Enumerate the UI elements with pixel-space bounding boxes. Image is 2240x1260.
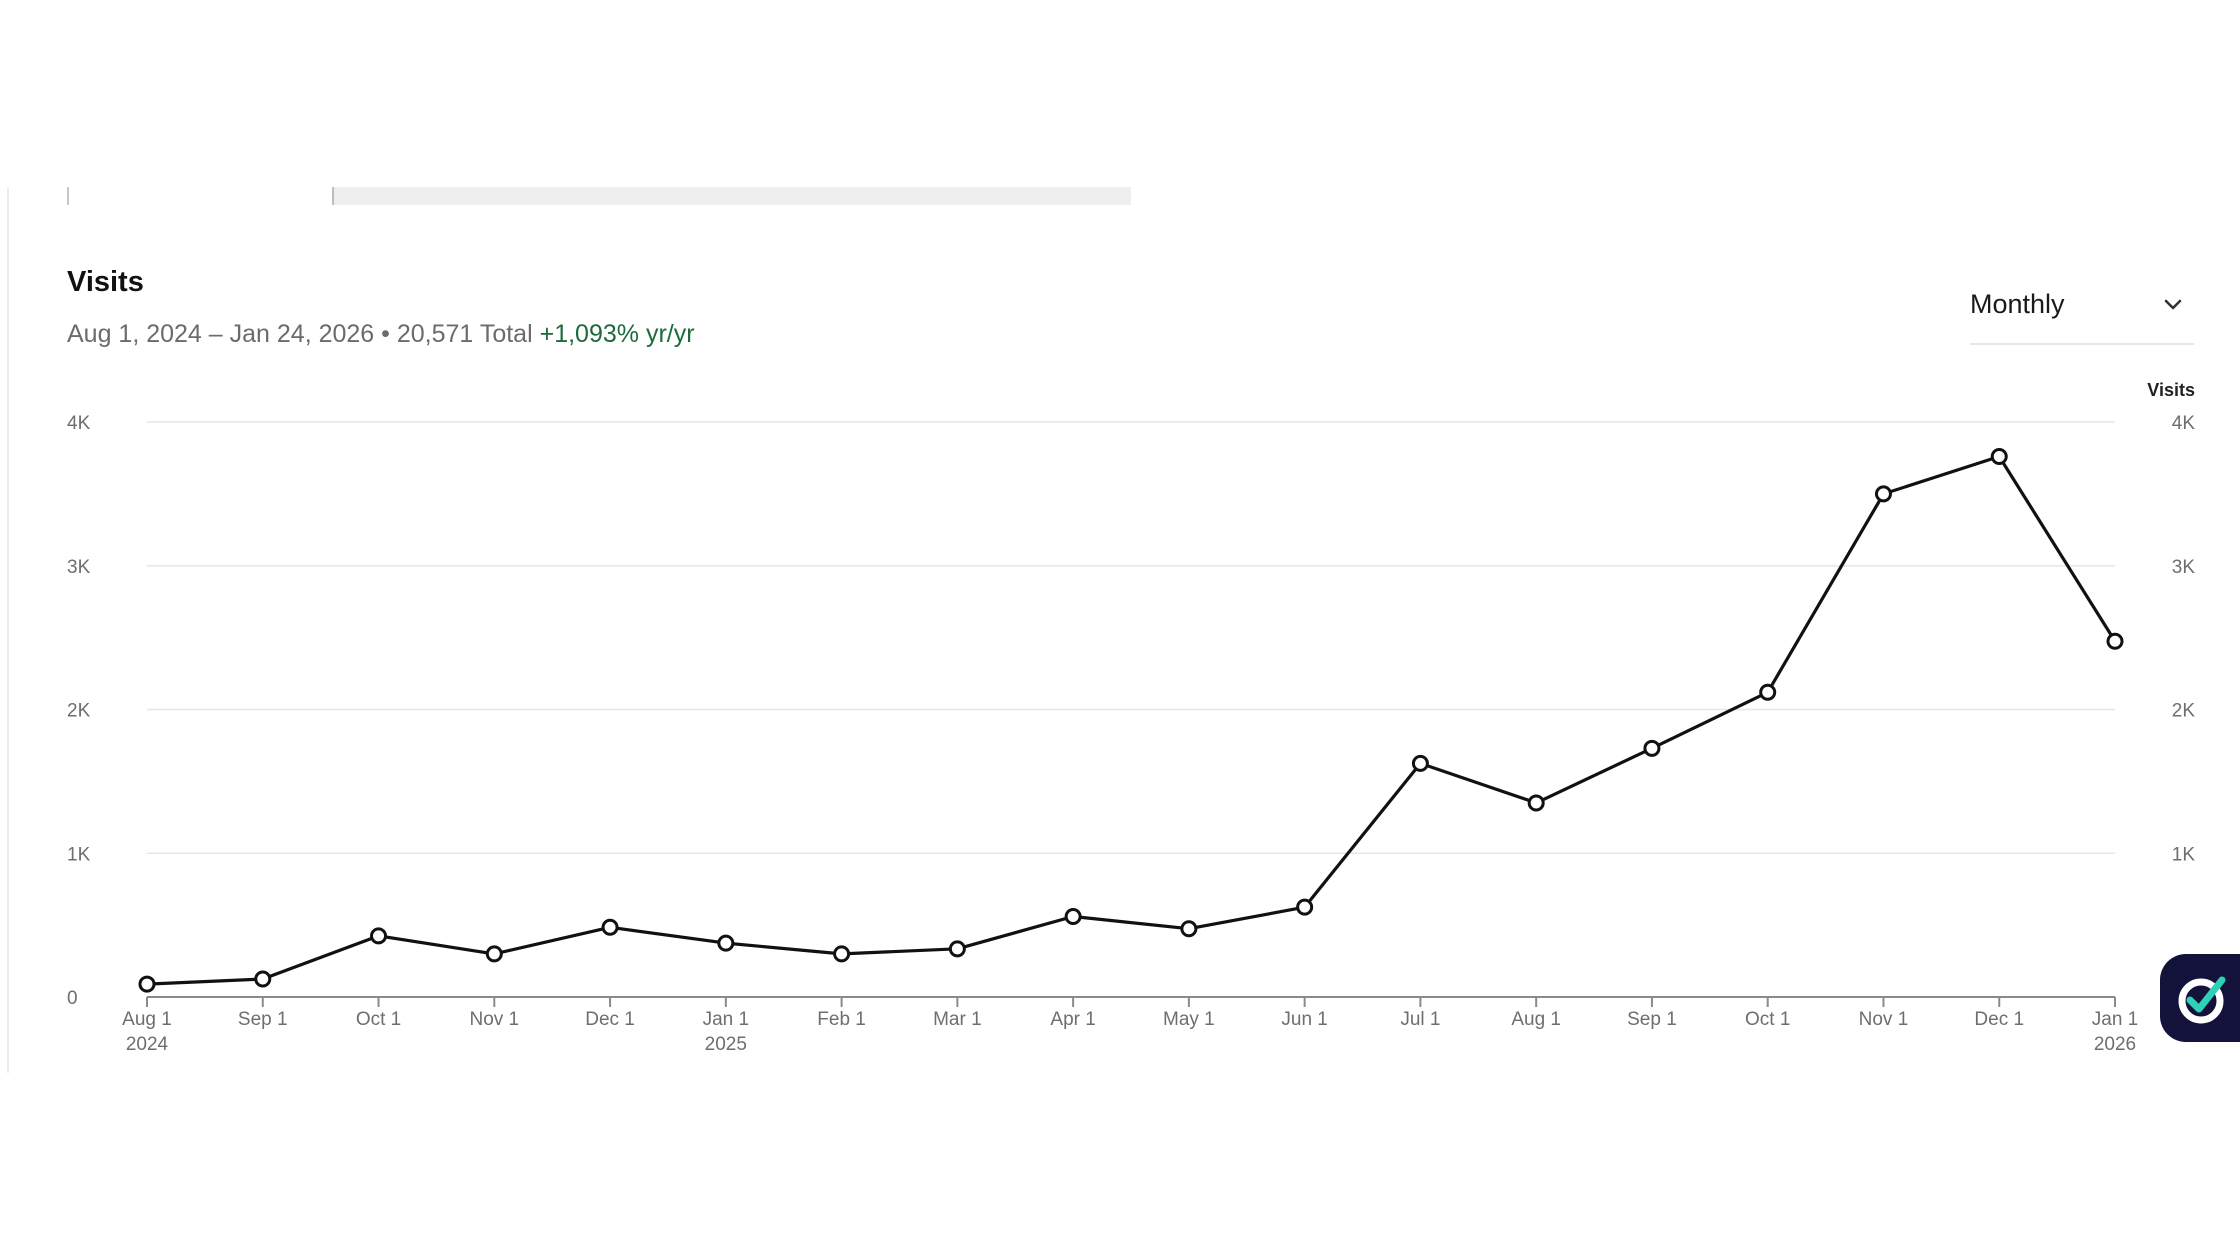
tab-divider xyxy=(67,187,69,205)
total-visits: 20,571 Total xyxy=(396,320,533,348)
summary-separator: • xyxy=(381,320,390,348)
assistant-button[interactable] xyxy=(2160,954,2240,1042)
interval-dropdown[interactable]: Monthly xyxy=(1970,285,2194,345)
check-badge-icon xyxy=(2178,976,2226,1024)
tab-strip-placeholder xyxy=(334,187,1131,205)
chart-title: Visits xyxy=(67,266,144,298)
chart-summary: Aug 1, 2024 – Jan 24, 2026 • 20,571 Tota… xyxy=(67,320,695,349)
date-range: Aug 1, 2024 – Jan 24, 2026 xyxy=(67,320,375,348)
chevron-down-icon xyxy=(2164,299,2182,310)
growth-rate: +1,093% yr/yr xyxy=(539,320,695,348)
interval-selected: Monthly xyxy=(1970,289,2065,319)
tab-divider xyxy=(332,187,334,205)
chart-card xyxy=(7,188,2240,1073)
